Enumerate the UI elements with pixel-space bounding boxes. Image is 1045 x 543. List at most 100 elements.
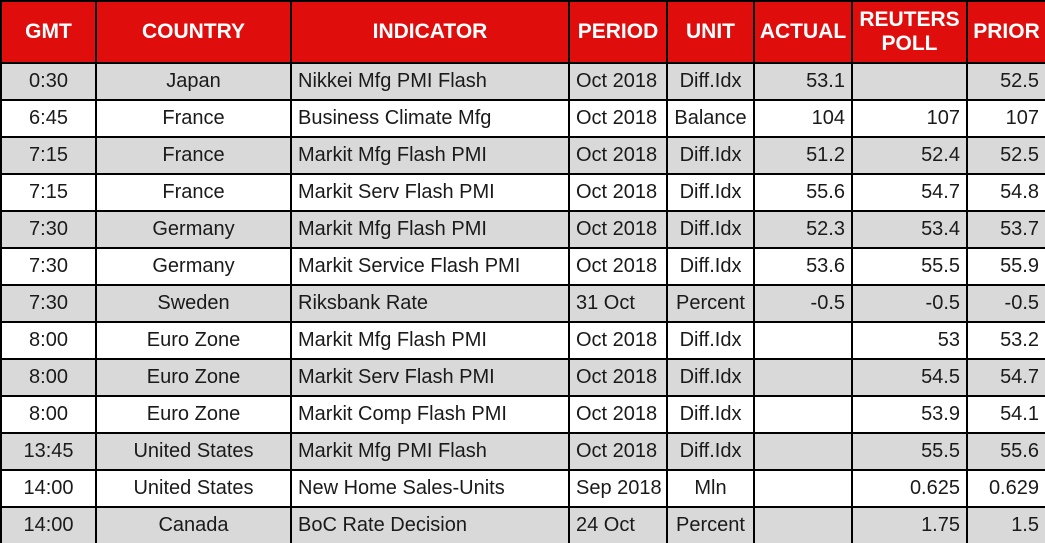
cell-unit: Mln xyxy=(666,469,755,508)
cell-prior: 55.6 xyxy=(966,432,1045,471)
cell-reuters-poll: 52.4 xyxy=(851,136,968,175)
cell-country: Germany xyxy=(95,210,292,249)
cell-gmt: 7:15 xyxy=(0,173,97,212)
cell-prior: 54.8 xyxy=(966,173,1045,212)
cell-reuters-poll: -0.5 xyxy=(851,284,968,323)
table-row: 6:45 France Business Climate Mfg Oct 2018 Ba… xyxy=(0,99,1045,138)
table-row: 14:00 United States New Home Sales-Units Se… xyxy=(0,469,1045,508)
cell-period: 24 Oct xyxy=(568,506,668,543)
table-row: 7:30 Sweden Riksbank Rate 31 Oct Percent -0.5… xyxy=(0,284,1045,323)
table-row: 8:00 Euro Zone Markit Mfg Flash PMI Oct 201… xyxy=(0,321,1045,360)
cell-period: Sep 2018 xyxy=(568,469,668,508)
cell-period: Oct 2018 xyxy=(568,136,668,175)
cell-unit: Diff.Idx xyxy=(666,173,755,212)
cell-period: Oct 2018 xyxy=(568,432,668,471)
cell-period: Oct 2018 xyxy=(568,210,668,249)
cell-indicator: Markit Serv Flash PMI xyxy=(290,358,570,397)
cell-unit: Percent xyxy=(666,284,755,323)
column-header-indicator: INDICATOR xyxy=(290,0,570,64)
cell-gmt: 7:30 xyxy=(0,210,97,249)
table-row: 8:00 Euro Zone Markit Comp Flash PMI Oct 20… xyxy=(0,395,1045,434)
cell-reuters-poll: 53.4 xyxy=(851,210,968,249)
cell-gmt: 7:15 xyxy=(0,136,97,175)
cell-gmt: 7:30 xyxy=(0,284,97,323)
cell-prior: -0.5 xyxy=(966,284,1045,323)
cell-gmt: 14:00 xyxy=(0,506,97,543)
cell-unit: Diff.Idx xyxy=(666,321,755,360)
cell-actual xyxy=(753,395,853,434)
cell-indicator: Markit Service Flash PMI xyxy=(290,247,570,286)
cell-country: United States xyxy=(95,469,292,508)
cell-indicator: Riksbank Rate xyxy=(290,284,570,323)
cell-country: Sweden xyxy=(95,284,292,323)
cell-gmt: 0:30 xyxy=(0,62,97,101)
header-row: GMT COUNTRY INDICATOR PERIOD UNIT ACTUAL… xyxy=(0,0,1045,64)
cell-indicator: Nikkei Mfg PMI Flash xyxy=(290,62,570,101)
cell-period: Oct 2018 xyxy=(568,173,668,212)
cell-prior: 52.5 xyxy=(966,62,1045,101)
cell-gmt: 13:45 xyxy=(0,432,97,471)
cell-period: Oct 2018 xyxy=(568,247,668,286)
column-header-country: COUNTRY xyxy=(95,0,292,64)
table-body: 0:30 Japan Nikkei Mfg PMI Flash Oct 2018 Dif… xyxy=(0,62,1045,543)
cell-actual: 53.6 xyxy=(753,247,853,286)
cell-prior: 0.629 xyxy=(966,469,1045,508)
cell-actual xyxy=(753,469,853,508)
cell-country: Canada xyxy=(95,506,292,543)
cell-actual: 104 xyxy=(753,99,853,138)
cell-indicator: New Home Sales-Units xyxy=(290,469,570,508)
cell-indicator: Markit Serv Flash PMI xyxy=(290,173,570,212)
cell-period: Oct 2018 xyxy=(568,321,668,360)
cell-unit: Diff.Idx xyxy=(666,62,755,101)
cell-actual xyxy=(753,321,853,360)
column-header-reuters-poll: REUTERS POLL xyxy=(851,0,968,64)
cell-indicator: Markit Mfg PMI Flash xyxy=(290,432,570,471)
cell-actual: 53.1 xyxy=(753,62,853,101)
cell-reuters-poll: 53 xyxy=(851,321,968,360)
table-row: 8:00 Euro Zone Markit Serv Flash PMI Oct 20… xyxy=(0,358,1045,397)
cell-unit: Diff.Idx xyxy=(666,358,755,397)
cell-gmt: 8:00 xyxy=(0,395,97,434)
cell-actual: -0.5 xyxy=(753,284,853,323)
cell-unit: Diff.Idx xyxy=(666,210,755,249)
cell-unit: Percent xyxy=(666,506,755,543)
cell-country: Germany xyxy=(95,247,292,286)
cell-indicator: Markit Mfg Flash PMI xyxy=(290,321,570,360)
cell-period: Oct 2018 xyxy=(568,395,668,434)
cell-reuters-poll: 55.5 xyxy=(851,432,968,471)
cell-actual: 55.6 xyxy=(753,173,853,212)
cell-country: Japan xyxy=(95,62,292,101)
table-row: 7:30 Germany Markit Service Flash PMI Oct 2… xyxy=(0,247,1045,286)
cell-gmt: 6:45 xyxy=(0,99,97,138)
cell-gmt: 14:00 xyxy=(0,469,97,508)
cell-period: Oct 2018 xyxy=(568,62,668,101)
cell-reuters-poll: 55.5 xyxy=(851,247,968,286)
cell-reuters-poll: 107 xyxy=(851,99,968,138)
cell-prior: 55.9 xyxy=(966,247,1045,286)
cell-indicator: BoC Rate Decision xyxy=(290,506,570,543)
cell-prior: 52.5 xyxy=(966,136,1045,175)
table-row: 0:30 Japan Nikkei Mfg PMI Flash Oct 2018 Dif… xyxy=(0,62,1045,101)
cell-country: United States xyxy=(95,432,292,471)
cell-prior: 107 xyxy=(966,99,1045,138)
cell-indicator: Business Climate Mfg xyxy=(290,99,570,138)
cell-indicator: Markit Mfg Flash PMI xyxy=(290,136,570,175)
cell-actual xyxy=(753,432,853,471)
cell-country: Euro Zone xyxy=(95,321,292,360)
column-header-prior: PRIOR xyxy=(966,0,1045,64)
cell-prior: 54.7 xyxy=(966,358,1045,397)
cell-period: 31 Oct xyxy=(568,284,668,323)
cell-actual: 52.3 xyxy=(753,210,853,249)
cell-country: France xyxy=(95,99,292,138)
column-header-gmt: GMT xyxy=(0,0,97,64)
cell-country: France xyxy=(95,136,292,175)
column-header-actual: ACTUAL xyxy=(753,0,853,64)
cell-reuters-poll: 53.9 xyxy=(851,395,968,434)
cell-gmt: 7:30 xyxy=(0,247,97,286)
cell-reuters-poll: 1.75 xyxy=(851,506,968,543)
cell-unit: Diff.Idx xyxy=(666,432,755,471)
cell-country: Euro Zone xyxy=(95,395,292,434)
cell-actual: 51.2 xyxy=(753,136,853,175)
